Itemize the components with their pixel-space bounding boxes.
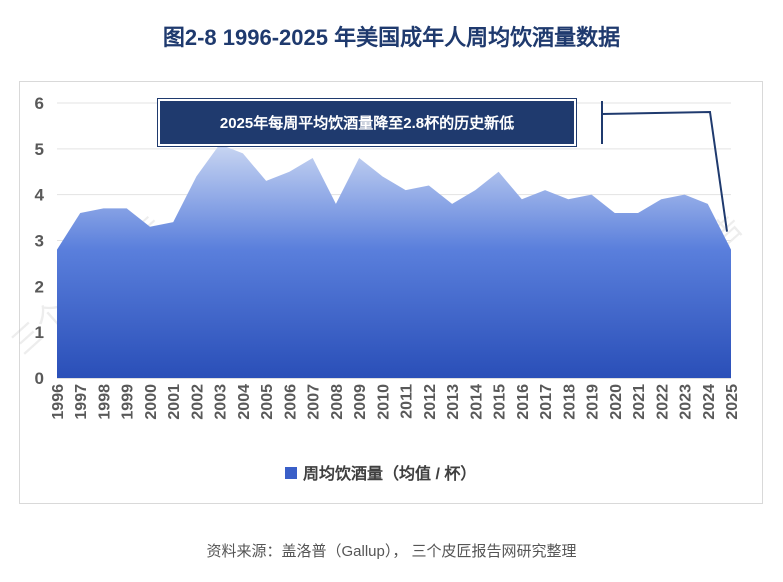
- x-tick-label: 2006: [282, 384, 299, 420]
- y-tick-label: 4: [35, 186, 45, 205]
- y-tick-label: 0: [35, 369, 44, 388]
- x-tick-label: 2013: [445, 384, 462, 420]
- x-tick-label: 2002: [189, 384, 206, 420]
- y-tick-label: 1: [35, 323, 44, 342]
- x-tick-label: 1999: [120, 384, 137, 420]
- source-note: 资料来源：盖洛普（Gallup）， 三个皮匠报告网研究整理: [206, 543, 577, 560]
- x-tick-label: 2015: [492, 384, 509, 420]
- x-tick-label: 1996: [50, 384, 67, 420]
- x-tick-label: 2000: [143, 384, 160, 420]
- x-tick-label: 2022: [654, 384, 671, 420]
- x-tick-label: 2023: [678, 384, 695, 420]
- x-tick-label: 2001: [166, 384, 183, 420]
- x-tick-label: 2007: [306, 384, 323, 420]
- series-area: [57, 144, 731, 378]
- x-tick-label: 2011: [399, 384, 416, 419]
- x-tick-label: 2008: [329, 384, 346, 420]
- legend-label: 周均饮酒量（均值 / 杯）: [303, 464, 476, 483]
- x-tick-label: 2014: [468, 384, 485, 420]
- x-tick-label: 2019: [585, 384, 602, 420]
- x-tick-label: 2020: [608, 384, 625, 420]
- chart-frame: [19, 81, 763, 504]
- x-tick-label: 2004: [236, 384, 253, 420]
- callout-box: 2025年每周平均饮酒量降至2.8杯的历史新低: [158, 99, 576, 146]
- y-tick-label: 6: [35, 94, 44, 113]
- x-tick-label: 2017: [538, 384, 555, 420]
- x-tick-label: 2005: [259, 384, 276, 420]
- leader-path: [601, 110, 728, 232]
- y-tick-label: 3: [35, 232, 44, 251]
- x-tick-label: 2018: [561, 384, 578, 420]
- callout-leader-line: [601, 101, 728, 232]
- chart-title: 图2-8 1996-2025 年美国成年人周均饮酒量数据: [162, 25, 621, 50]
- x-tick-label: 1998: [96, 384, 113, 420]
- x-tick-label: 2016: [515, 384, 532, 420]
- x-tick-label: 2025: [724, 384, 741, 420]
- x-tick-label: 2009: [352, 384, 369, 420]
- x-tick-label: 2021: [631, 384, 648, 420]
- x-tick-label: 1997: [73, 384, 90, 420]
- x-tick-label: 2012: [422, 384, 439, 420]
- x-tick-label: 2024: [701, 384, 718, 420]
- y-tick-label: 5: [35, 140, 44, 159]
- x-tick-label: 2003: [213, 384, 230, 420]
- y-tick-label: 2: [35, 277, 44, 296]
- legend-swatch: [285, 467, 297, 479]
- x-tick-label: 2010: [375, 384, 392, 420]
